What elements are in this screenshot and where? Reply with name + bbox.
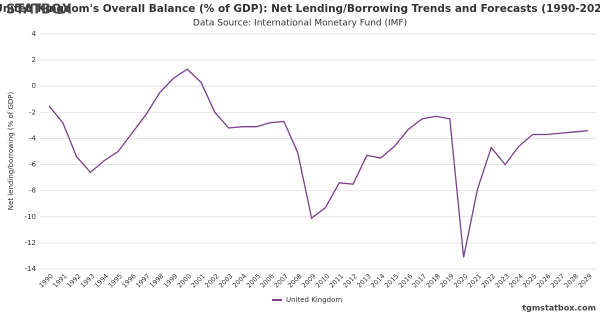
y-tick-label: -12	[25, 239, 36, 247]
x-tick-label: 2002	[203, 272, 220, 289]
x-tick-label: 2000	[176, 272, 193, 289]
x-tick-label: 2012	[342, 272, 359, 289]
logo: STATBOX	[6, 3, 72, 18]
x-tick-label: 2011	[328, 272, 345, 289]
x-tick-label: 2020	[452, 272, 469, 289]
legend-label: United Kingdom	[286, 296, 342, 304]
x-tick-label: 2001	[189, 272, 206, 289]
x-tick-label: 1998	[148, 272, 165, 289]
x-tick-label: 2018	[424, 272, 441, 289]
x-tick-label: 2013	[355, 272, 372, 289]
watermark: tgmstatbox.com	[522, 304, 596, 313]
x-tick-label: 1995	[107, 272, 124, 289]
x-tick-label: 2016	[397, 272, 414, 289]
x-tick-label: 2025	[521, 272, 538, 289]
x-tick-label: 2021	[466, 272, 483, 289]
chart-subtitle: Data Source: International Monetary Fund…	[193, 19, 407, 29]
x-tick-label: 1991	[51, 272, 68, 289]
x-tick-label: 2027	[549, 272, 566, 289]
y-tick-label: -14	[25, 265, 37, 273]
data-line	[48, 68, 589, 258]
x-tick-label: 2019	[438, 272, 455, 289]
x-tick-label: 2008	[286, 272, 303, 289]
x-tick-label: 2010	[314, 272, 331, 289]
x-tick-label: 1997	[134, 272, 151, 289]
y-tick-label: 0	[32, 82, 36, 90]
x-tick-label: 2029	[576, 272, 593, 289]
y-tick-label: -8	[29, 187, 36, 195]
x-tick-label: 1992	[65, 272, 82, 289]
x-tick-label: 2006	[259, 272, 276, 289]
x-tick-label: 2014	[369, 272, 386, 289]
y-tick-label: 2	[32, 56, 36, 64]
x-tick-label: 1990	[37, 272, 54, 289]
y-tick-label: -6	[29, 161, 37, 169]
x-tick-label: 1999	[162, 272, 179, 289]
y-tick-label: -2	[29, 108, 36, 116]
y-tick-label: -4	[29, 134, 37, 142]
x-tick-label: 1996	[120, 272, 137, 289]
x-tick-label: 2003	[217, 272, 234, 289]
chart-title: United Kingdom's Overall Balance (% of G…	[0, 3, 600, 15]
x-tick-label: 2015	[383, 272, 400, 289]
x-tick-label: 2009	[300, 272, 317, 289]
y-tick-label: 4	[32, 30, 37, 38]
x-tick-label: 2007	[272, 272, 289, 289]
y-tick-label: -10	[25, 213, 36, 221]
x-tick-label: 1993	[79, 272, 96, 289]
x-tick-label: 2022	[480, 272, 497, 289]
x-tick-label: 2017	[411, 272, 428, 289]
x-tick-label: 2026	[535, 272, 552, 289]
x-tick-label: 1994	[93, 272, 110, 289]
x-tick-label: 2028	[563, 272, 580, 289]
x-tick-label: 2005	[245, 272, 262, 289]
x-tick-label: 2023	[494, 272, 511, 289]
y-axis-label: Net lending/borrowing (% of GDP)	[7, 92, 15, 211]
x-tick-label: 2024	[507, 272, 524, 289]
x-tick-label: 2004	[231, 272, 248, 289]
